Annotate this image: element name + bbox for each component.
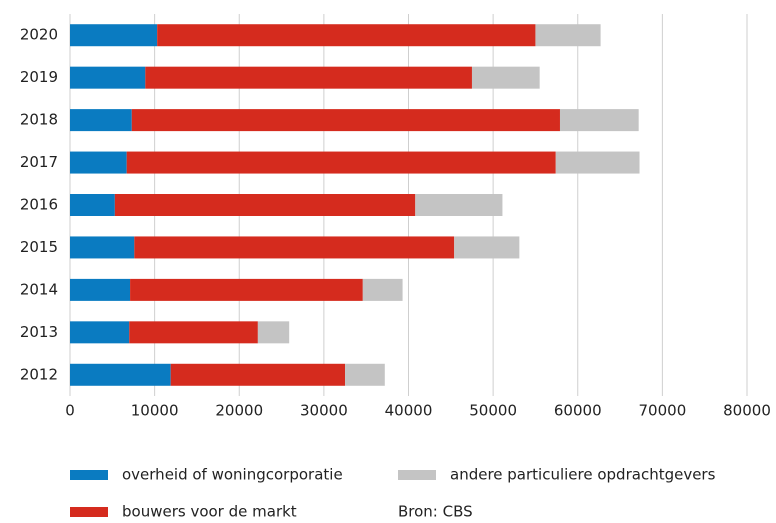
x-tick-label: 80000 xyxy=(723,402,771,420)
y-tick-label: 2020 xyxy=(20,26,58,44)
bar-segment xyxy=(70,278,131,301)
bar-segment xyxy=(345,363,385,386)
x-tick-label: 70000 xyxy=(639,402,687,420)
x-tick-label: 50000 xyxy=(469,402,517,420)
bar-segment xyxy=(129,321,258,344)
bar-segment xyxy=(70,109,132,132)
bar-segment xyxy=(535,24,601,47)
bar-segment xyxy=(130,278,363,301)
bar-segment xyxy=(126,151,556,174)
y-tick-label: 2017 xyxy=(20,153,58,171)
bar-segment xyxy=(114,194,416,216)
y-tick-label: 2013 xyxy=(20,323,58,341)
bar-segment xyxy=(70,236,135,259)
y-tick-label: 2018 xyxy=(20,111,58,129)
bar-segment xyxy=(454,236,520,259)
bar-segment xyxy=(257,321,290,344)
bar-segment xyxy=(555,151,640,174)
x-tick-label: 0 xyxy=(65,402,75,420)
bar-segment xyxy=(70,321,130,344)
legend-label: andere particuliere opdrachtgevers xyxy=(450,466,716,484)
y-tick-label: 2014 xyxy=(20,280,58,298)
bar-segment xyxy=(157,24,536,47)
y-tick-label: 2015 xyxy=(20,238,58,256)
bar-segment xyxy=(70,194,115,216)
legend-swatch xyxy=(70,507,108,517)
bar-segment xyxy=(170,363,346,386)
bar-segment xyxy=(362,278,403,301)
bar-segment xyxy=(559,109,639,132)
y-tick-label: 2012 xyxy=(20,365,58,383)
x-tick-label: 40000 xyxy=(385,402,433,420)
bar-segment xyxy=(131,109,560,132)
x-tick-label: 10000 xyxy=(131,402,179,420)
source-note: Bron: CBS xyxy=(398,503,473,521)
y-tick-label: 2019 xyxy=(20,68,58,86)
bar-segment xyxy=(70,24,158,47)
bar-segment xyxy=(471,66,540,89)
bar-segment xyxy=(145,66,472,89)
legend-swatch xyxy=(398,470,436,480)
bar-segment xyxy=(70,363,171,386)
bar-segment xyxy=(70,151,127,174)
legend-label: overheid of woningcorporatie xyxy=(122,466,343,484)
bar-segment xyxy=(134,236,455,259)
legend-label: bouwers voor de markt xyxy=(122,503,297,521)
x-tick-label: 30000 xyxy=(300,402,348,420)
bar-segment xyxy=(415,194,503,216)
x-tick-label: 20000 xyxy=(215,402,263,420)
legend-swatch xyxy=(70,470,108,480)
y-tick-label: 2016 xyxy=(20,196,58,214)
bar-segment xyxy=(70,66,146,89)
x-tick-label: 60000 xyxy=(554,402,602,420)
